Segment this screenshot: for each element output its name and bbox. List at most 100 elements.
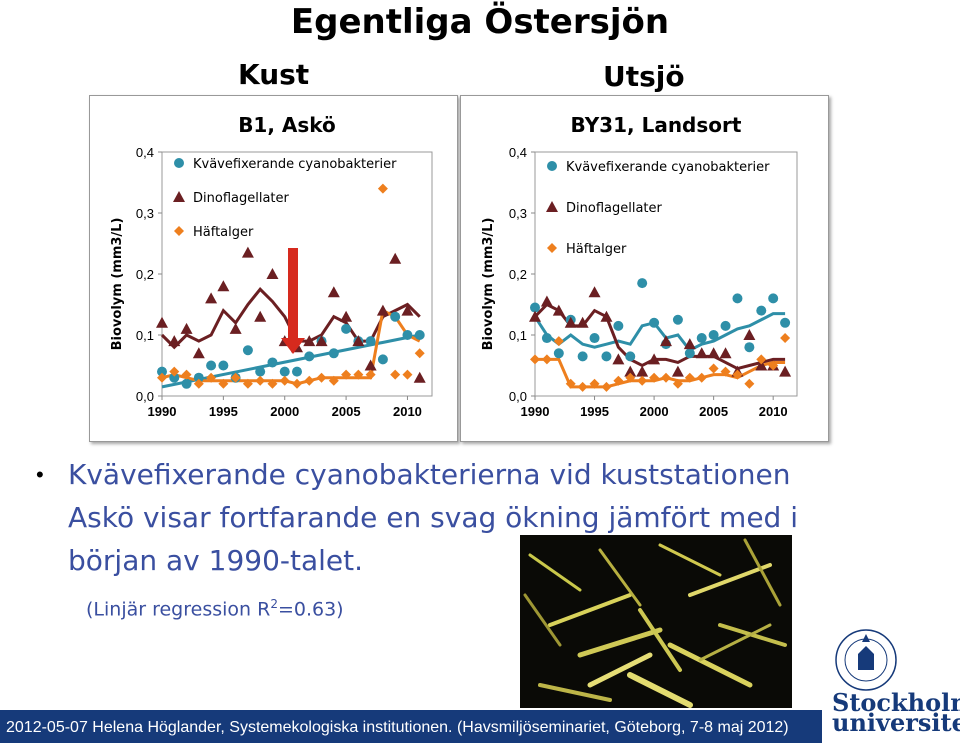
data-point-haft	[530, 354, 540, 365]
data-point-haft	[169, 366, 180, 377]
legend-label: Dinoflagellater	[193, 191, 290, 206]
data-point-dino	[755, 359, 768, 371]
y-tick-label: 0,4	[136, 145, 154, 160]
data-point-dino	[205, 292, 218, 304]
y-axis-label: Biovolym (mm3/L)	[110, 218, 125, 351]
data-point-dino	[636, 365, 649, 377]
data-point-dino	[683, 338, 696, 350]
data-point-haft	[230, 372, 241, 383]
data-point-dino	[624, 365, 637, 377]
legend-marker-dino	[546, 201, 558, 212]
data-point-haft	[218, 378, 229, 389]
data-point-cyano	[696, 333, 707, 344]
offshore-heading: Utsjö	[603, 60, 685, 93]
data-point-cyano	[637, 278, 648, 289]
data-point-dino	[340, 310, 353, 322]
series-line	[533, 302, 786, 371]
slide-title: Egentliga Östersjön	[290, 2, 670, 42]
data-point-dino	[648, 353, 661, 365]
bullet-icon: •	[36, 462, 44, 487]
data-point-haft	[328, 375, 339, 386]
data-point-dino	[401, 304, 414, 316]
data-point-haft	[390, 369, 401, 380]
data-point-dino	[389, 252, 402, 264]
y-tick-label: 0,4	[509, 145, 527, 160]
university-wordmark-line1: Stockholms	[832, 688, 960, 717]
data-point-haft	[402, 369, 413, 380]
data-point-haft	[353, 369, 364, 380]
data-point-cyano	[649, 317, 660, 328]
data-point-haft	[242, 378, 253, 389]
data-point-haft	[756, 354, 767, 365]
data-point-dino	[241, 246, 254, 258]
data-point-dino	[743, 329, 756, 340]
data-point-cyano	[732, 293, 743, 304]
data-point-haft	[696, 372, 707, 383]
data-point-dino	[266, 268, 279, 279]
data-point-cyano	[720, 320, 731, 331]
data-point-cyano	[684, 348, 695, 359]
data-point-haft	[744, 378, 755, 389]
legend-label: Dinoflagellater	[566, 201, 663, 216]
coast-heading: Kust	[238, 58, 310, 91]
data-point-cyano	[708, 330, 719, 340]
data-point-cyano	[530, 302, 540, 313]
legend-label: Kvävefixerande cyanobakterier	[566, 160, 770, 175]
y-tick-label: 0,3	[509, 206, 527, 221]
data-point-haft	[541, 354, 552, 365]
data-point-cyano	[402, 330, 413, 340]
data-point-cyano	[756, 305, 767, 316]
data-point-cyano	[414, 330, 425, 340]
highlight-arrow-head	[281, 338, 305, 354]
data-point-dino	[588, 286, 601, 298]
x-tick-label: 2000	[640, 404, 669, 419]
data-point-dino	[217, 280, 230, 292]
data-point-cyano	[193, 372, 204, 383]
photo-filaments-image	[523, 538, 787, 708]
data-point-haft	[625, 372, 636, 383]
x-tick-label: 1995	[209, 404, 238, 419]
data-point-haft	[255, 375, 266, 386]
chart-landsort: BY31, Landsort 0,0 0,1 0,2 0,3 0,4 1990 1995 200…	[481, 113, 798, 419]
x-tick-label: 2010	[759, 404, 788, 419]
y-tick-label: 0,3	[136, 206, 154, 221]
data-point-dino	[552, 304, 565, 316]
series-line	[535, 357, 786, 389]
data-point-haft	[267, 378, 278, 389]
data-point-haft	[577, 381, 588, 392]
data-point-cyano	[242, 345, 253, 356]
legend-marker-haft	[547, 243, 557, 253]
data-point-haft	[601, 381, 612, 392]
data-point-dino	[229, 322, 242, 334]
data-point-dino	[707, 347, 720, 359]
y-axis-label: Biovolym (mm3/L)	[481, 218, 496, 351]
data-point-haft	[637, 375, 648, 386]
data-point-dino	[303, 335, 316, 347]
chart-title: BY31, Landsort	[571, 113, 742, 137]
data-point-cyano	[625, 351, 636, 362]
x-tick-label: 2010	[393, 404, 422, 419]
data-point-haft	[365, 369, 376, 380]
data-point-haft	[649, 372, 660, 383]
data-point-dino	[327, 286, 340, 298]
data-point-cyano	[181, 378, 192, 389]
data-point-cyano	[206, 360, 217, 371]
y-tick-label: 0,1	[509, 328, 527, 343]
data-point-dino	[660, 335, 672, 347]
data-point-cyano	[279, 366, 290, 377]
y-tick-label: 0,0	[136, 389, 154, 404]
data-point-dino	[180, 322, 193, 334]
data-point-dino	[540, 295, 553, 307]
data-point-cyano	[169, 372, 180, 383]
data-point-cyano	[365, 336, 376, 347]
data-point-dino	[695, 347, 708, 359]
data-point-dino	[671, 365, 684, 377]
data-point-dino	[315, 335, 328, 347]
data-point-cyano	[255, 366, 266, 377]
cyanobacteria-photo	[520, 535, 792, 708]
data-point-haft	[708, 363, 719, 374]
legend-label: Kvävefixerande cyanobakterier	[193, 157, 397, 172]
x-tick-label: 2000	[270, 404, 299, 419]
data-point-dino	[168, 335, 181, 347]
data-point-dino	[352, 335, 365, 347]
